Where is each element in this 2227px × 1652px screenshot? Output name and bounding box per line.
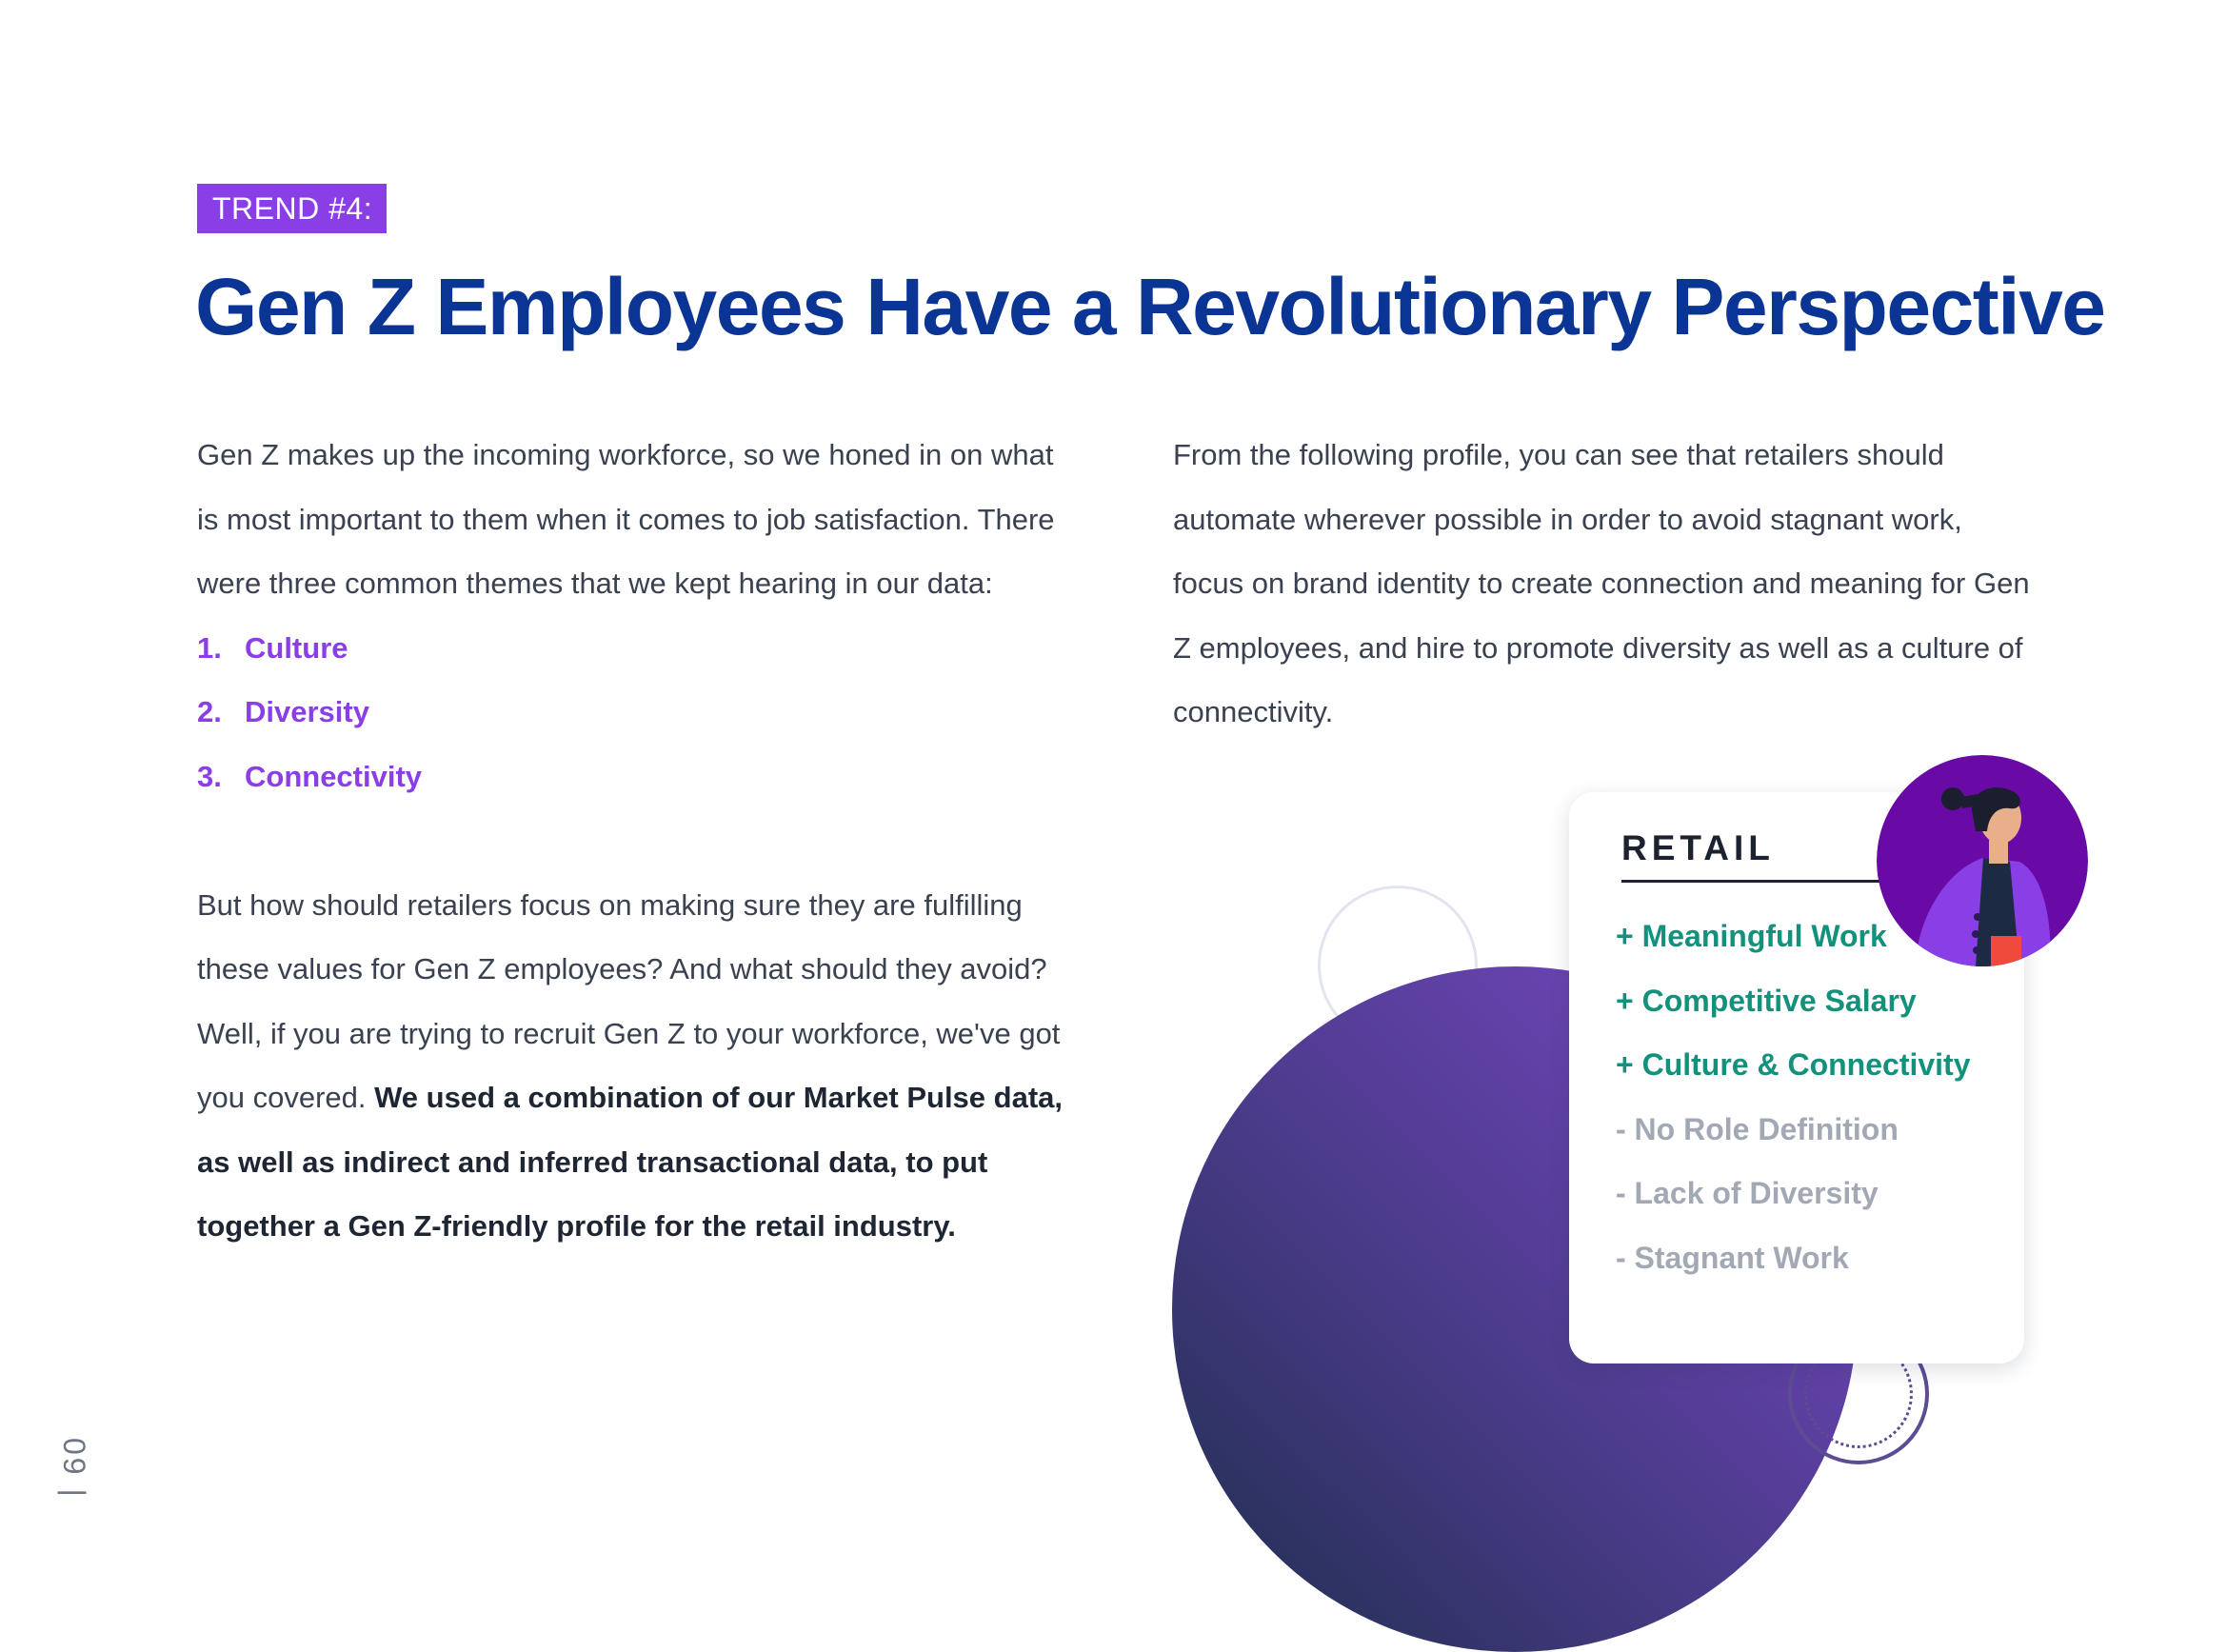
person-illustration-icon	[1877, 755, 2088, 966]
profile-intro-paragraph: From the following profile, you can see …	[1173, 438, 2030, 728]
list-item: 2. Diversity	[197, 680, 1073, 745]
positive-trait: + Competitive Salary	[1616, 983, 1917, 1018]
trend-tag: TREND #4:	[197, 184, 388, 233]
positive-trait: + Culture & Connectivity	[1616, 1047, 1971, 1082]
left-column: Gen Z makes up the incoming workforce, s…	[197, 423, 1073, 1259]
intro-paragraph: Gen Z makes up the incoming workforce, s…	[197, 438, 1055, 600]
avatar	[1877, 755, 2088, 966]
negative-trait: - No Role Definition	[1616, 1111, 1899, 1146]
list-label: Connectivity	[245, 759, 423, 793]
body-bold-text: We used a combination of our Market Puls…	[197, 1081, 1064, 1243]
list-item: 3. Connectivity	[197, 745, 1073, 809]
card-title: RETAIL	[1621, 828, 1775, 867]
negative-trait: - Stagnant Work	[1616, 1240, 1849, 1275]
list-number: 1.	[197, 630, 222, 665]
list-number: 2.	[197, 695, 222, 728]
body-text: But how should retailers focus on making…	[197, 887, 1061, 1115]
spacer	[197, 808, 1073, 873]
list-number: 3.	[197, 759, 222, 793]
page-number-text: 09	[57, 1438, 91, 1478]
themes-list: 1. Culture 2. Diversity 3. Connectivity	[197, 616, 1073, 809]
page-title: Gen Z Employees Have a Revolutionary Per…	[195, 262, 2106, 351]
negative-trait: - Lack of Diversity	[1616, 1176, 1879, 1210]
card-title-underline	[1621, 880, 1898, 883]
list-label: Culture	[245, 630, 348, 665]
page-number-divider: |	[57, 1477, 91, 1500]
right-column: From the following profile, you can see …	[1173, 423, 2030, 745]
trait-list: + Meaningful Work + Competitive Salary +…	[1616, 905, 1971, 1290]
page-number: 09 |	[56, 1438, 91, 1500]
list-item: 1. Culture	[197, 616, 1073, 681]
list-label: Diversity	[245, 695, 369, 728]
positive-trait: + Meaningful Work	[1616, 919, 1887, 953]
body-paragraph: But how should retailers focus on making…	[197, 873, 1073, 1259]
